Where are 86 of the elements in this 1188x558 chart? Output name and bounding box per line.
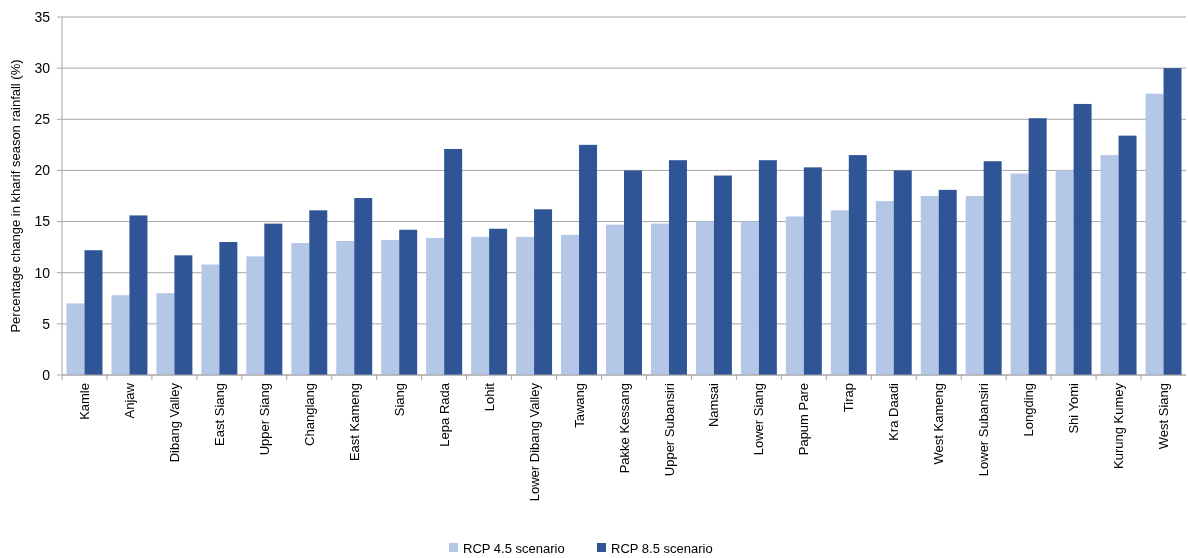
bar <box>1028 118 1047 375</box>
bar <box>695 221 714 375</box>
y-tick-label: 15 <box>34 213 51 230</box>
x-tick-label: Upper Subansiri <box>661 382 677 477</box>
bar <box>740 221 759 375</box>
bar <box>803 167 822 375</box>
bar <box>965 196 984 375</box>
y-tick-label: 5 <box>42 315 51 332</box>
y-tick-label: 25 <box>34 111 51 128</box>
bar <box>606 224 624 375</box>
bar <box>758 160 777 375</box>
bar <box>471 236 490 375</box>
bar <box>336 241 355 375</box>
bar <box>264 223 283 375</box>
x-tick-label: Papum Pare <box>796 383 812 456</box>
x-tick-label: Tawang <box>571 383 587 428</box>
bar <box>668 160 687 375</box>
bar <box>174 255 193 375</box>
bar <box>650 223 669 375</box>
bar <box>246 256 265 375</box>
x-tick-label: Kurung Kumey <box>1111 382 1127 469</box>
bar <box>1163 68 1182 375</box>
x-tick-label: Lower Dibang Valley <box>526 382 542 502</box>
x-tick-label: Lower Siang <box>751 383 767 456</box>
bar <box>489 228 508 375</box>
bar <box>354 198 373 375</box>
bar <box>1100 155 1119 375</box>
bar <box>1118 135 1137 375</box>
bar <box>830 210 849 375</box>
x-tick-label: Tirap <box>841 383 857 413</box>
bar <box>875 201 894 375</box>
bar <box>156 293 175 375</box>
bar <box>399 229 418 375</box>
bar <box>291 243 310 375</box>
bar <box>129 215 148 375</box>
legend-label: RCP 8.5 scenario <box>611 540 713 556</box>
bar <box>713 175 732 375</box>
x-tick-label: Siang <box>391 383 407 417</box>
y-tick-label: 30 <box>34 60 51 77</box>
bar <box>1145 93 1164 375</box>
x-tick-label: Kra Daadi <box>886 382 902 441</box>
bar <box>1073 103 1092 375</box>
y-tick-label: 20 <box>34 162 51 179</box>
x-tick-label: Lower Subansiri <box>976 382 992 477</box>
legend-label: RCP 4.5 scenario <box>463 540 565 556</box>
bar <box>1010 173 1029 375</box>
bar <box>84 250 103 375</box>
bar <box>561 234 580 375</box>
x-tick-label: Changlang <box>301 383 317 446</box>
bar <box>381 239 400 375</box>
x-tick-label: Kamle <box>77 383 93 420</box>
x-tick-label: Pakke Kessang <box>616 383 632 474</box>
y-tick-label: 0 <box>42 366 51 383</box>
bar <box>309 210 328 375</box>
bar <box>920 196 939 375</box>
bar <box>893 170 912 375</box>
bar <box>66 303 85 375</box>
bar <box>444 148 463 375</box>
bar <box>848 155 867 375</box>
bar <box>219 242 238 375</box>
bar <box>579 144 598 375</box>
bar <box>624 170 642 375</box>
x-tick-label: Anjaw <box>121 382 137 419</box>
y-axis-title: Percentage change in kharif season rainfall (%) <box>8 59 23 333</box>
bar <box>516 236 535 375</box>
x-tick-label: Upper Siang <box>256 383 272 456</box>
bar <box>534 209 553 375</box>
x-tick-label: East Kameng <box>346 383 362 462</box>
bar <box>983 161 1002 375</box>
bar <box>1055 170 1074 375</box>
x-tick-label: Namsai <box>706 382 722 428</box>
x-tick-label: West Siang <box>1156 383 1172 450</box>
x-tick-label: East Siang <box>211 383 227 446</box>
x-tick-label: Lepa Rada <box>436 382 452 447</box>
x-tick-label: West Kameng <box>931 383 947 465</box>
y-tick-label: 35 <box>34 8 51 25</box>
x-tick-label: Longding <box>1021 383 1037 437</box>
bar <box>938 189 957 375</box>
x-tick-label: Lohit <box>481 382 497 412</box>
y-tick-label: 10 <box>34 264 51 281</box>
bar <box>111 295 130 375</box>
x-tick-label: Dibang Valley <box>166 382 182 463</box>
bar <box>201 264 220 375</box>
bar <box>426 237 445 375</box>
x-tick-label: Shi Yomi <box>1066 382 1082 434</box>
bar <box>785 216 804 375</box>
